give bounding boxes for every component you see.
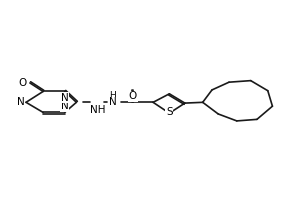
Text: H: H: [110, 91, 116, 100]
Text: N: N: [17, 97, 25, 107]
Text: N: N: [61, 101, 69, 111]
Text: O: O: [129, 91, 137, 101]
Text: S: S: [166, 107, 173, 117]
Text: N: N: [109, 97, 117, 107]
Text: NH: NH: [90, 105, 105, 115]
Text: N: N: [61, 93, 69, 103]
Text: O: O: [19, 78, 27, 88]
